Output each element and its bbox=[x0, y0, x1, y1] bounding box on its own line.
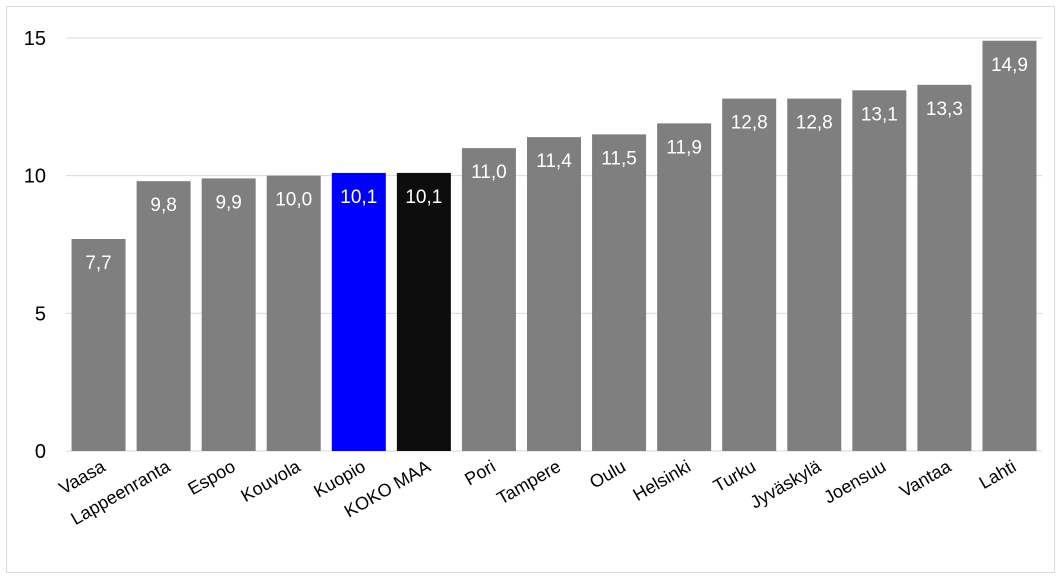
bar-tampere bbox=[527, 137, 581, 451]
bar-joensuu bbox=[852, 90, 907, 452]
bar-vaasa bbox=[71, 238, 126, 451]
data-label: 10,1 bbox=[340, 187, 377, 208]
data-label: 13,3 bbox=[926, 99, 963, 120]
bar-vantaa bbox=[917, 84, 972, 451]
y-tick-label: 15 bbox=[24, 28, 46, 50]
category-label: Lahti bbox=[976, 456, 1020, 493]
data-label: 10,0 bbox=[275, 190, 312, 211]
bar-kuopio bbox=[331, 172, 386, 451]
bar-lappeenranta bbox=[136, 181, 191, 451]
data-label: 9,9 bbox=[215, 192, 241, 213]
data-label: 14,9 bbox=[991, 55, 1028, 76]
bar-kouvola bbox=[266, 175, 321, 451]
category-label: Oulu bbox=[586, 456, 629, 492]
category-label: Kouvola bbox=[237, 456, 304, 506]
data-label: 11,0 bbox=[471, 162, 507, 183]
category-label: Vantaa bbox=[896, 456, 955, 502]
category-label: Espoo bbox=[184, 456, 238, 499]
y-tick-label: 5 bbox=[35, 303, 46, 325]
category-label: Joensuu bbox=[820, 456, 889, 507]
bar-pori bbox=[461, 148, 516, 451]
y-tick-label: 0 bbox=[35, 441, 46, 463]
category-label: Tampere bbox=[493, 456, 564, 508]
category-label: Jyväskylä bbox=[747, 456, 825, 513]
data-label: 11,9 bbox=[666, 137, 702, 158]
bar-turku bbox=[722, 98, 777, 451]
data-label: 9,8 bbox=[150, 195, 176, 216]
data-label: 13,1 bbox=[861, 104, 898, 125]
data-label: 10,1 bbox=[405, 187, 442, 208]
bar-jyväskylä bbox=[787, 98, 842, 451]
category-label: Helsinki bbox=[630, 456, 695, 505]
data-label: 7,7 bbox=[85, 253, 111, 274]
data-label: 12,8 bbox=[731, 113, 768, 134]
bar-koko-maa bbox=[396, 172, 451, 451]
category-label: Turku bbox=[710, 456, 759, 496]
category-label: Pori bbox=[461, 456, 499, 489]
data-label: 11,5 bbox=[601, 148, 637, 169]
data-label: 11,4 bbox=[536, 151, 572, 172]
bar-oulu bbox=[592, 134, 647, 451]
bar-helsinki bbox=[657, 123, 712, 451]
bar-espoo bbox=[201, 178, 256, 452]
bar-lahti bbox=[982, 40, 1037, 452]
data-label: 12,8 bbox=[796, 113, 833, 134]
y-tick-label: 10 bbox=[24, 166, 46, 188]
